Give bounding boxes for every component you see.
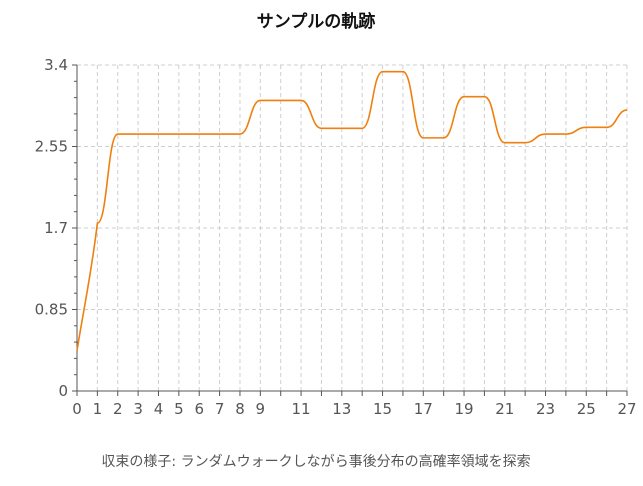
x-tick-label: 9 (256, 400, 266, 418)
data-point (606, 127, 608, 129)
data-point (321, 127, 323, 129)
y-tick-label: 3.4 (44, 56, 68, 74)
y-tick-label: 1.7 (44, 219, 68, 237)
data-point (484, 96, 486, 98)
chart-title: サンプルの軌跡 (257, 11, 376, 32)
x-tick-label: 5 (174, 400, 184, 418)
y-tick-label: 0 (58, 382, 68, 400)
data-point (239, 133, 241, 135)
data-point (280, 100, 282, 102)
grid (76, 64, 628, 392)
data-point (300, 100, 302, 102)
data-point (382, 71, 384, 73)
x-tick-label: 15 (373, 400, 392, 418)
data-point (443, 137, 445, 139)
x-tick-label: 2 (113, 400, 123, 418)
tick-labels: 00.851.72.553.40 1 2 3 4 5 6 7 8 9 11 13 15 17 19 21 23 2… (35, 56, 637, 418)
y-tick-label: 2.55 (35, 138, 68, 156)
data-point (198, 133, 200, 135)
data-point (158, 133, 160, 135)
data-point (219, 133, 221, 135)
y-tick-label: 0.85 (35, 301, 68, 319)
data-point (341, 127, 343, 129)
data-point (117, 133, 119, 135)
x-tick-label: 27 (617, 400, 636, 418)
data-point (545, 133, 547, 135)
x-axis-label: 収束の様子: ランダムウォークしながら事後分布の高確率領域を探索 (101, 453, 530, 470)
data-point (524, 142, 526, 144)
x-tick-label: 1 (93, 400, 103, 418)
series-line (76, 70, 628, 351)
x-tick-label: 25 (577, 400, 596, 418)
data-point (585, 127, 587, 129)
data-point (504, 142, 506, 144)
data-point (626, 109, 628, 111)
data-point (260, 100, 262, 102)
data-point (361, 127, 363, 129)
x-tick-label: 7 (215, 400, 225, 418)
x-tick-label: 8 (235, 400, 245, 418)
series-layer (76, 70, 628, 352)
x-tick-label: 6 (194, 400, 204, 418)
data-point (137, 133, 139, 135)
data-point (97, 222, 99, 224)
x-tick-label: 19 (454, 400, 473, 418)
x-tick-label: 17 (414, 400, 433, 418)
data-point (76, 350, 78, 352)
x-tick-label: 13 (332, 400, 351, 418)
data-point (422, 137, 424, 139)
data-point (565, 133, 567, 135)
x-tick-label: 4 (154, 400, 164, 418)
x-tick-label: 23 (536, 400, 555, 418)
x-tick-label: 3 (133, 400, 143, 418)
x-tick-label: 11 (292, 400, 311, 418)
data-point (178, 133, 180, 135)
x-tick-label: 0 (72, 400, 82, 418)
data-point (402, 71, 404, 73)
x-tick-label: 21 (495, 400, 514, 418)
data-point (463, 96, 465, 98)
axes (72, 64, 628, 396)
